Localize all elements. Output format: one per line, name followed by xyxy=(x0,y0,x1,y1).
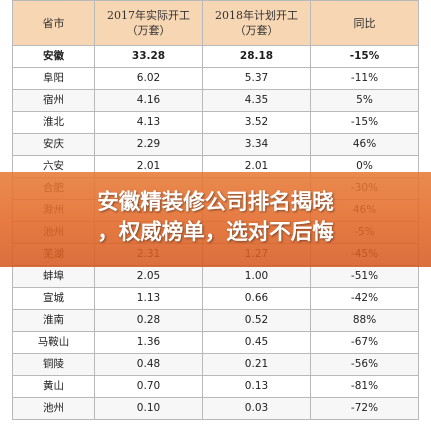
cell-2017-actual: 33.28 xyxy=(94,45,203,68)
header-2018-line2: （万套） xyxy=(234,24,279,37)
cell-2017-actual: 4.13 xyxy=(94,111,203,134)
cell-yoy: -67% xyxy=(310,331,419,354)
cell-2017-actual: 0.10 xyxy=(94,397,203,420)
cell-2018-plan: 0.21 xyxy=(202,353,311,376)
cell-yoy: 88% xyxy=(310,309,419,332)
cell-2018-plan: 28.18 xyxy=(202,45,311,68)
cell-yoy: -72% xyxy=(310,397,419,420)
table-row: 池州 0.10 0.03 -72% xyxy=(12,397,419,420)
table-row: 阜阳 6.02 5.37 -11% xyxy=(12,67,419,90)
cell-2017-actual: 0.70 xyxy=(94,375,203,398)
table-row: 淮北 4.13 3.52 -15% xyxy=(12,111,419,134)
header-2017-actual: 2017年实际开工 （万套） xyxy=(94,0,203,46)
cell-2018-plan: 0.03 xyxy=(202,397,311,420)
header-row: 省市 2017年实际开工 （万套） 2018年计划开工 （万套） 同比 xyxy=(12,0,419,46)
cell-2017-actual: 1.36 xyxy=(94,331,203,354)
cell-yoy: -81% xyxy=(310,375,419,398)
header-province-label: 省市 xyxy=(42,16,65,30)
cell-2017-actual: 4.16 xyxy=(94,89,203,112)
table-row: 黄山 0.70 0.13 -81% xyxy=(12,375,419,398)
cell-2018-plan: 3.52 xyxy=(202,111,311,134)
banner-title-line1: 安徽精装修公司排名揭晓 xyxy=(97,190,334,215)
cell-2017-actual: 2.29 xyxy=(94,133,203,156)
cell-2017-actual: 2.05 xyxy=(94,265,203,288)
cell-2017-actual: 1.13 xyxy=(94,287,203,310)
cell-2018-plan: 5.37 xyxy=(202,67,311,90)
table-row: 宿州 4.16 4.35 5% xyxy=(12,89,419,112)
cell-2018-plan: 4.35 xyxy=(202,89,311,112)
table-row: 淮南 0.28 0.52 88% xyxy=(12,309,419,332)
cell-2017-actual: 6.02 xyxy=(94,67,203,90)
cell-yoy: -15% xyxy=(310,45,419,68)
header-2017-line1: 2017年实际开工 xyxy=(107,9,190,22)
cell-2017-actual: 0.48 xyxy=(94,353,203,376)
cell-2018-plan: 3.34 xyxy=(202,133,311,156)
cell-province: 安庆 xyxy=(12,133,95,156)
cell-2018-plan: 0.52 xyxy=(202,309,311,332)
header-yoy-label: 同比 xyxy=(353,16,376,30)
cell-yoy: -11% xyxy=(310,67,419,90)
cell-yoy: -56% xyxy=(310,353,419,376)
cell-yoy: -51% xyxy=(310,265,419,288)
table-row: 安徽 33.28 28.18 -15% xyxy=(12,45,419,68)
table-row: 铜陵 0.48 0.21 -56% xyxy=(12,353,419,376)
cell-province: 阜阳 xyxy=(12,67,95,90)
cell-province: 铜陵 xyxy=(12,353,95,376)
cell-2018-plan: 0.66 xyxy=(202,287,311,310)
cell-yoy: -15% xyxy=(310,111,419,134)
cell-yoy: -42% xyxy=(310,287,419,310)
table-row: 安庆 2.29 3.34 46% xyxy=(12,133,419,156)
cell-province: 蚌埠 xyxy=(12,265,95,288)
table-header: 省市 2017年实际开工 （万套） 2018年计划开工 （万套） 同比 xyxy=(12,0,419,46)
table-row: 宣城 1.13 0.66 -42% xyxy=(12,287,419,310)
cell-yoy: 5% xyxy=(310,89,419,112)
cell-province: 安徽 xyxy=(12,45,95,68)
cell-province: 宿州 xyxy=(12,89,95,112)
title-banner: 安徽精装修公司排名揭晓 ，权威榜单，选对不后悔 xyxy=(0,172,431,267)
cell-province: 池州 xyxy=(12,397,95,420)
cell-province: 淮南 xyxy=(12,309,95,332)
cell-province: 黄山 xyxy=(12,375,95,398)
cell-2018-plan: 0.13 xyxy=(202,375,311,398)
cell-province: 马鞍山 xyxy=(12,331,95,354)
table-row: 马鞍山 1.36 0.45 -67% xyxy=(12,331,419,354)
header-yoy: 同比 xyxy=(310,0,419,46)
cell-2017-actual: 0.28 xyxy=(94,309,203,332)
cell-2018-plan: 1.00 xyxy=(202,265,311,288)
cell-2018-plan: 0.45 xyxy=(202,331,311,354)
header-2018-plan: 2018年计划开工 （万套） xyxy=(202,0,311,46)
cell-province: 宣城 xyxy=(12,287,95,310)
table-row: 蚌埠 2.05 1.00 -51% xyxy=(12,265,419,288)
header-province: 省市 xyxy=(12,0,95,46)
cell-yoy: 46% xyxy=(310,133,419,156)
banner-title-line2: ，权威榜单，选对不后悔 xyxy=(97,220,334,245)
cell-province: 淮北 xyxy=(12,111,95,134)
header-2018-line1: 2018年计划开工 xyxy=(215,9,298,22)
header-2017-line2: （万套） xyxy=(126,24,171,37)
